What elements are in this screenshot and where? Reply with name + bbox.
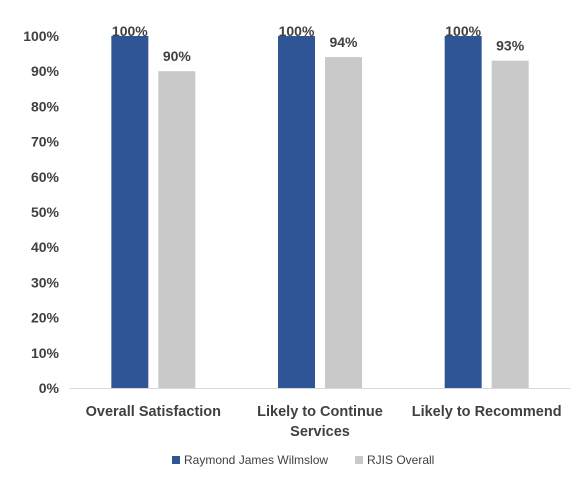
legend-item-rjis-overall: RJIS Overall <box>355 453 434 467</box>
data-label: 100% <box>445 23 481 39</box>
bar-raymond-james-wilmslow <box>111 36 149 388</box>
legend: Raymond James Wilmslow RJIS Overall <box>172 453 434 467</box>
legend-swatch <box>355 456 363 464</box>
x-category-label: Overall Satisfaction <box>86 404 221 420</box>
y-tick-label: 70% <box>31 134 60 150</box>
bar-rjis-overall <box>325 57 362 389</box>
y-tick-label: 10% <box>31 345 60 361</box>
bars <box>111 36 529 389</box>
legend-swatch <box>172 456 180 464</box>
x-category-label: Likely to Recommend <box>412 404 562 420</box>
y-tick-label: 80% <box>31 98 60 114</box>
y-tick-label: 100% <box>23 28 59 44</box>
data-labels: 100% 90% 100% 94% 100% 93% <box>112 23 525 64</box>
bar-rjis-overall <box>158 71 196 388</box>
bar-rjis-overall <box>491 60 529 388</box>
bar-raymond-james-wilmslow <box>278 36 315 388</box>
y-tick-label: 0% <box>39 380 60 396</box>
x-category-label: Likely to Continue Services <box>257 404 383 440</box>
legend-label: RJIS Overall <box>367 453 434 467</box>
y-tick-label: 20% <box>31 310 60 326</box>
data-label: 93% <box>496 38 525 54</box>
y-tick-label: 90% <box>31 63 60 79</box>
legend-label: Raymond James Wilmslow <box>184 453 328 467</box>
y-axis-tick-labels: 0% 10% 20% 30% 40% 50% 60% 70% 80% 90% 100% <box>23 28 59 396</box>
legend-item-raymond-james-wilmslow: Raymond James Wilmslow <box>172 453 328 467</box>
y-tick-label: 30% <box>31 274 60 290</box>
data-label: 100% <box>112 23 148 39</box>
y-tick-label: 40% <box>31 239 60 255</box>
data-label: 94% <box>329 34 358 50</box>
y-tick-label: 60% <box>31 169 60 185</box>
data-label: 100% <box>279 23 315 39</box>
data-label: 90% <box>163 48 192 64</box>
bar-raymond-james-wilmslow <box>444 36 482 388</box>
y-tick-label: 50% <box>31 204 60 220</box>
x-axis-category-labels: Overall Satisfaction Likely to Continue Se… <box>86 404 562 440</box>
